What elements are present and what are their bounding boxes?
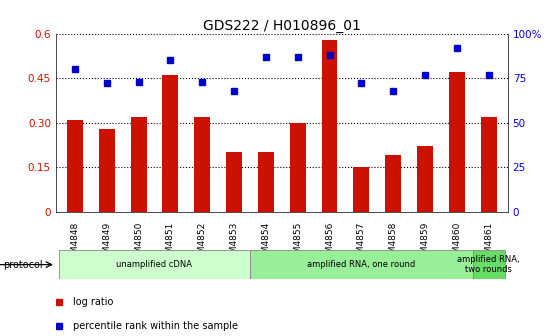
- Bar: [321, 40, 338, 212]
- Title: GDS222 / H010896_01: GDS222 / H010896_01: [203, 18, 360, 33]
- Bar: [131, 117, 147, 212]
- Bar: [226, 152, 242, 212]
- Bar: [162, 75, 179, 212]
- Bar: [250, 250, 473, 279]
- Bar: [449, 72, 465, 212]
- Text: percentile rank within the sample: percentile rank within the sample: [73, 321, 238, 331]
- Text: amplified RNA,
two rounds: amplified RNA, two rounds: [458, 255, 520, 274]
- Text: amplified RNA, one round: amplified RNA, one round: [307, 260, 416, 269]
- Bar: [353, 167, 369, 212]
- Bar: [417, 146, 433, 212]
- Bar: [473, 250, 504, 279]
- Bar: [59, 250, 250, 279]
- Bar: [290, 123, 306, 212]
- Bar: [385, 155, 401, 212]
- Bar: [99, 129, 115, 212]
- Bar: [67, 120, 83, 212]
- Text: protocol: protocol: [3, 260, 42, 269]
- Text: log ratio: log ratio: [73, 297, 113, 307]
- Text: unamplified cDNA: unamplified cDNA: [117, 260, 193, 269]
- Bar: [481, 117, 497, 212]
- Bar: [194, 117, 210, 212]
- Bar: [258, 152, 274, 212]
